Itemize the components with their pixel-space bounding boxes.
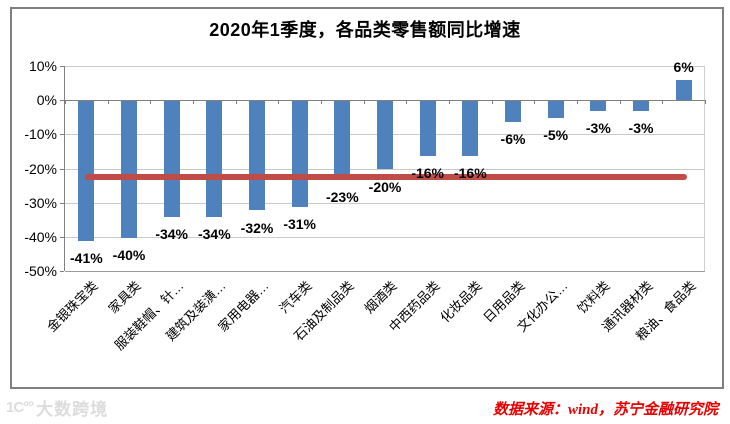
x-axis-tick (449, 100, 450, 105)
y-tick-label: -50% (24, 263, 57, 279)
y-axis-tick (60, 168, 64, 170)
gridline (65, 202, 705, 204)
x-axis-tick (321, 100, 322, 105)
value-label: -3% (628, 120, 654, 137)
bar (78, 101, 95, 242)
x-axis-tick (150, 100, 152, 105)
y-tick-label: -20% (24, 160, 57, 177)
x-axis-tick (491, 100, 493, 105)
value-label: -16% (453, 164, 487, 181)
bar (462, 101, 479, 156)
zero-axis-line (65, 100, 705, 102)
x-axis-tick (406, 100, 408, 105)
gridline (65, 66, 705, 67)
watermark-logo-icon: 1C°° (6, 399, 34, 416)
x-axis-tick (577, 100, 578, 105)
value-label: -34% (155, 226, 188, 243)
value-label: -3% (585, 120, 611, 137)
x-axis-tick (278, 100, 280, 105)
bar (249, 101, 265, 211)
value-label: -41% (70, 250, 103, 267)
bar (547, 101, 564, 119)
source-text: 数据来源：wind，苏宁金融研究院 (492, 402, 718, 418)
y-axis-tick (60, 202, 64, 204)
value-label: -34% (197, 226, 231, 243)
y-tick-label: 10% (28, 58, 57, 74)
y-tick-label: 0% (36, 92, 57, 109)
bar (206, 101, 223, 218)
bar (633, 101, 649, 112)
y-axis-line (64, 66, 65, 271)
x-axis-tick (534, 100, 536, 105)
reference-line (85, 174, 687, 181)
value-label: -16% (411, 164, 444, 181)
watermark: 1C°° 大数跨境 (6, 395, 108, 420)
y-axis-tick (60, 100, 64, 102)
x-axis-tick (662, 100, 664, 105)
y-axis-tick (60, 66, 64, 67)
bar (121, 101, 137, 238)
watermark-text: 大数跨境 (36, 400, 109, 419)
value-label: -23% (325, 188, 359, 205)
x-axis-tick (705, 100, 706, 105)
x-axis-tick (107, 100, 109, 105)
value-label: -32% (240, 219, 274, 236)
value-label: -31% (283, 216, 316, 233)
y-tick-label: -40% (24, 228, 57, 245)
value-label: -40% (112, 246, 146, 263)
x-axis-tick (363, 100, 365, 105)
bar (163, 101, 180, 218)
bar (675, 79, 692, 101)
y-axis-tick (60, 236, 64, 238)
value-label: 6% (673, 58, 694, 75)
y-axis-tick (60, 271, 64, 272)
plot-area: 10% 0% -10% -20% -30% -40% -50% -41% 金银珠宝类 -40% 家具… (24, 58, 706, 353)
gridline (65, 236, 705, 238)
chart-title: 2020年1季度，各品类零售额同比增速 (209, 20, 521, 40)
value-label: -6% (500, 130, 526, 147)
value-label: -5% (543, 127, 569, 144)
gridline (65, 271, 705, 272)
y-tick-label: -30% (24, 194, 57, 211)
x-axis-tick (193, 100, 194, 105)
y-axis-tick (60, 134, 64, 136)
x-axis-tick (65, 100, 66, 105)
y-tick-label: -10% (24, 126, 57, 143)
bar (291, 101, 308, 208)
bar (419, 101, 436, 156)
bar (334, 101, 351, 180)
bar (590, 101, 607, 112)
bar (505, 101, 521, 122)
bar (377, 101, 393, 170)
x-axis-tick (619, 100, 621, 105)
x-axis-tick (235, 100, 237, 105)
value-label: -20% (368, 178, 402, 195)
